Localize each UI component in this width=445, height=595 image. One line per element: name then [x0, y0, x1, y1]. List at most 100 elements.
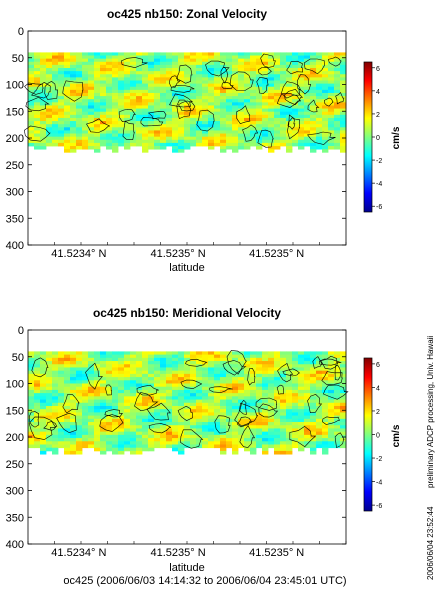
- field-cell: [58, 396, 65, 400]
- field-cell: [46, 389, 53, 394]
- field-cell: [304, 354, 311, 359]
- field-cell: [274, 146, 281, 150]
- field-cell: [160, 431, 167, 436]
- field-cell: [220, 441, 227, 445]
- field-cell: [184, 431, 191, 436]
- field-cell: [34, 83, 41, 88]
- field-cell: [130, 377, 137, 381]
- field-cell: [112, 415, 119, 420]
- field-cell: [226, 412, 233, 416]
- field-cell: [274, 361, 281, 365]
- field-cell: [202, 99, 209, 103]
- field-cell: [232, 92, 239, 97]
- field-cell: [154, 61, 161, 66]
- field-cell: [124, 52, 131, 56]
- field-cell: [64, 105, 71, 109]
- field-cell: [328, 136, 335, 141]
- field-cell: [226, 367, 233, 372]
- field-cell: [148, 444, 155, 449]
- field-cell: [124, 124, 131, 128]
- field-cell: [232, 52, 239, 56]
- field-cell: [142, 64, 149, 69]
- field-cell: [40, 450, 47, 455]
- field-cell: [148, 386, 155, 391]
- field-cell: [148, 370, 155, 375]
- field-cell: [82, 121, 89, 125]
- field-cell: [94, 402, 101, 407]
- field-cell: [46, 438, 53, 442]
- field-cell: [250, 441, 257, 445]
- field-cell: [304, 105, 311, 109]
- field-cell: [148, 111, 155, 116]
- field-cell: [124, 405, 131, 410]
- field-cell: [184, 77, 191, 81]
- field-cell: [124, 74, 131, 78]
- field-cell: [52, 77, 59, 81]
- field-cell: [160, 425, 167, 429]
- field-cell: [184, 55, 191, 60]
- field-cell: [316, 74, 323, 78]
- field-cell: [268, 370, 275, 375]
- field-cell: [304, 77, 311, 81]
- field-cell: [166, 105, 173, 109]
- field-cell: [172, 61, 179, 66]
- contour-line: [170, 85, 195, 93]
- field-cell: [142, 127, 149, 131]
- field-cell: [292, 396, 299, 400]
- field-cell: [34, 124, 41, 128]
- field-cell: [238, 52, 245, 56]
- field-cell: [34, 370, 41, 375]
- field-cell: [328, 142, 335, 147]
- field-cell: [142, 383, 149, 388]
- field-cell: [136, 139, 143, 144]
- field-cell: [64, 149, 71, 153]
- field-cell: [160, 383, 167, 388]
- field-cell: [304, 111, 311, 116]
- field-cell: [274, 108, 281, 113]
- field-cell: [304, 412, 311, 416]
- field-cell: [232, 136, 239, 141]
- field-cell: [88, 396, 95, 400]
- contour-line: [209, 386, 233, 393]
- field-cell: [244, 409, 251, 413]
- field-cell: [130, 55, 137, 60]
- field-cell: [298, 399, 305, 404]
- field-cell: [94, 139, 101, 144]
- field-cell: [214, 380, 221, 384]
- field-cell: [94, 89, 101, 94]
- field-cell: [100, 412, 107, 416]
- field-cell: [304, 377, 311, 381]
- field-cell: [166, 52, 173, 56]
- field-cell: [112, 364, 119, 368]
- field-cell: [190, 55, 197, 60]
- field-cell: [220, 111, 227, 116]
- field-cell: [178, 52, 185, 56]
- field-cell: [106, 111, 113, 116]
- field-cell: [160, 74, 167, 78]
- field-cell: [40, 74, 47, 78]
- field-cell: [160, 86, 167, 91]
- field-cell: [214, 402, 221, 407]
- field-cell: [274, 447, 281, 452]
- field-cell: [304, 102, 311, 106]
- field-cell: [160, 412, 167, 416]
- field-cell: [298, 130, 305, 134]
- field-cell: [268, 130, 275, 134]
- field-cell: [244, 418, 251, 423]
- field-cell: [226, 114, 233, 119]
- field-cell: [94, 389, 101, 394]
- field-cell: [88, 105, 95, 109]
- field-cell: [166, 393, 173, 397]
- field-cell: [46, 399, 53, 404]
- field-cell: [118, 357, 125, 362]
- field-cell: [70, 114, 77, 119]
- field-cell: [238, 121, 245, 125]
- field-cell: [82, 393, 89, 397]
- field-cell: [196, 425, 203, 429]
- field-cell: [112, 117, 119, 122]
- contour-line: [140, 117, 164, 127]
- field-cell: [154, 124, 161, 128]
- field-cell: [172, 83, 179, 88]
- field-cell: [334, 146, 341, 150]
- field-cell: [154, 399, 161, 404]
